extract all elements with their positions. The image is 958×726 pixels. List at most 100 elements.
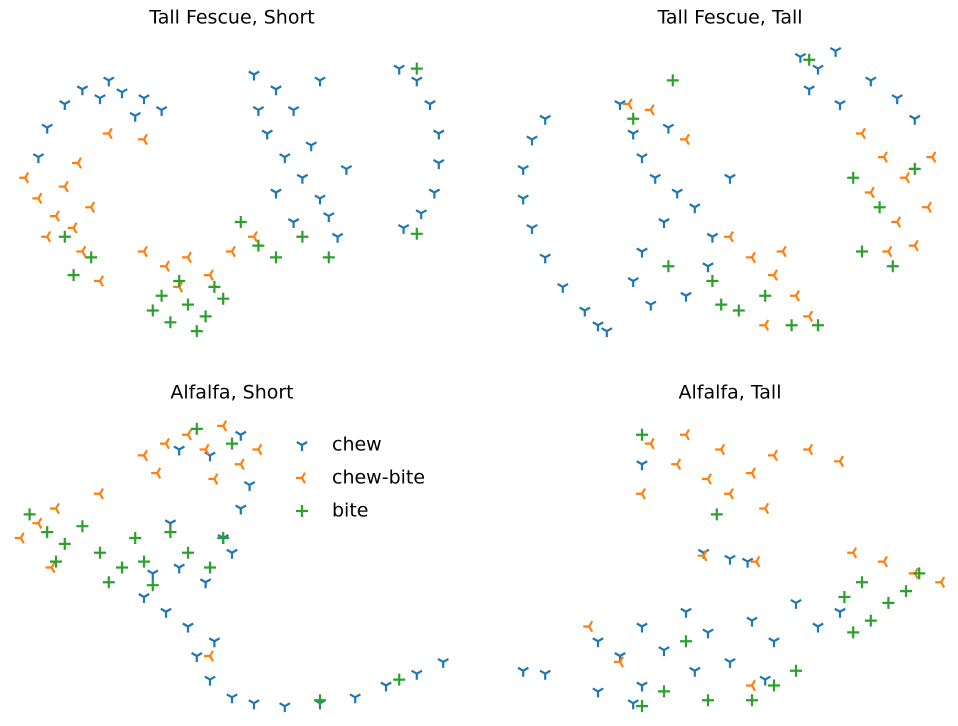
point (908, 239, 919, 252)
point (164, 316, 177, 329)
point (428, 188, 441, 199)
point (67, 222, 78, 234)
point (649, 173, 661, 184)
point (803, 53, 816, 66)
point (14, 532, 25, 544)
point (702, 628, 714, 639)
point (706, 275, 719, 287)
point (411, 76, 423, 87)
point (296, 230, 309, 243)
point (138, 94, 150, 105)
point (138, 555, 150, 568)
point (190, 325, 203, 338)
point (746, 467, 756, 479)
point (768, 269, 778, 281)
point (526, 223, 538, 234)
point (305, 141, 317, 152)
point (393, 64, 405, 75)
point (173, 563, 185, 574)
point (759, 502, 770, 515)
point (724, 554, 736, 565)
point (41, 526, 54, 539)
point (680, 428, 690, 441)
legend-marker (296, 441, 308, 451)
point (204, 269, 214, 281)
legend-marker (296, 472, 306, 484)
point (103, 76, 115, 87)
point (217, 532, 230, 544)
point (689, 666, 701, 677)
point (592, 687, 604, 698)
point (323, 212, 335, 223)
point (160, 437, 170, 450)
point (433, 129, 445, 140)
point (76, 85, 89, 96)
point (287, 218, 300, 228)
point (803, 443, 814, 456)
point (803, 85, 815, 96)
point (645, 300, 657, 311)
point (627, 129, 639, 140)
point (697, 549, 708, 562)
point (926, 151, 937, 163)
point (411, 669, 423, 680)
point (557, 282, 569, 293)
point (662, 260, 675, 273)
point (847, 546, 858, 559)
point (32, 192, 43, 205)
point (886, 260, 899, 273)
point (812, 319, 824, 332)
point (882, 596, 895, 609)
point (891, 216, 902, 228)
point (680, 291, 692, 302)
point (182, 622, 194, 633)
point (173, 445, 185, 456)
point (76, 245, 87, 258)
point (261, 129, 273, 140)
point (199, 443, 210, 456)
point (922, 201, 932, 214)
point (834, 607, 846, 618)
point (296, 173, 309, 184)
point (644, 104, 655, 116)
point (204, 650, 214, 662)
point (689, 203, 701, 214)
point (190, 422, 203, 435)
point (746, 694, 758, 707)
point (270, 85, 282, 96)
point (636, 428, 648, 441)
point (138, 449, 148, 462)
point (706, 232, 719, 243)
point (199, 578, 212, 589)
point (680, 607, 692, 618)
point (182, 251, 192, 264)
point (147, 569, 159, 580)
point (878, 555, 888, 568)
legend-label: bite (332, 500, 368, 522)
point (658, 646, 670, 657)
point (94, 275, 104, 287)
point (724, 230, 734, 243)
panel-title: Alfalfa, Tall (679, 382, 782, 404)
point (208, 637, 221, 648)
point (724, 487, 734, 500)
point (138, 245, 148, 258)
point (204, 561, 216, 574)
point (900, 171, 910, 184)
point (208, 473, 219, 485)
point (72, 157, 82, 169)
point (199, 310, 212, 323)
point (116, 561, 128, 574)
point (182, 546, 194, 559)
point (750, 555, 761, 568)
point (517, 194, 529, 205)
point (834, 455, 844, 468)
point (248, 699, 260, 710)
point (252, 443, 263, 456)
point (526, 135, 538, 146)
point (790, 598, 802, 609)
point (517, 164, 529, 175)
point (658, 218, 670, 228)
point (882, 245, 893, 258)
point (636, 700, 648, 713)
